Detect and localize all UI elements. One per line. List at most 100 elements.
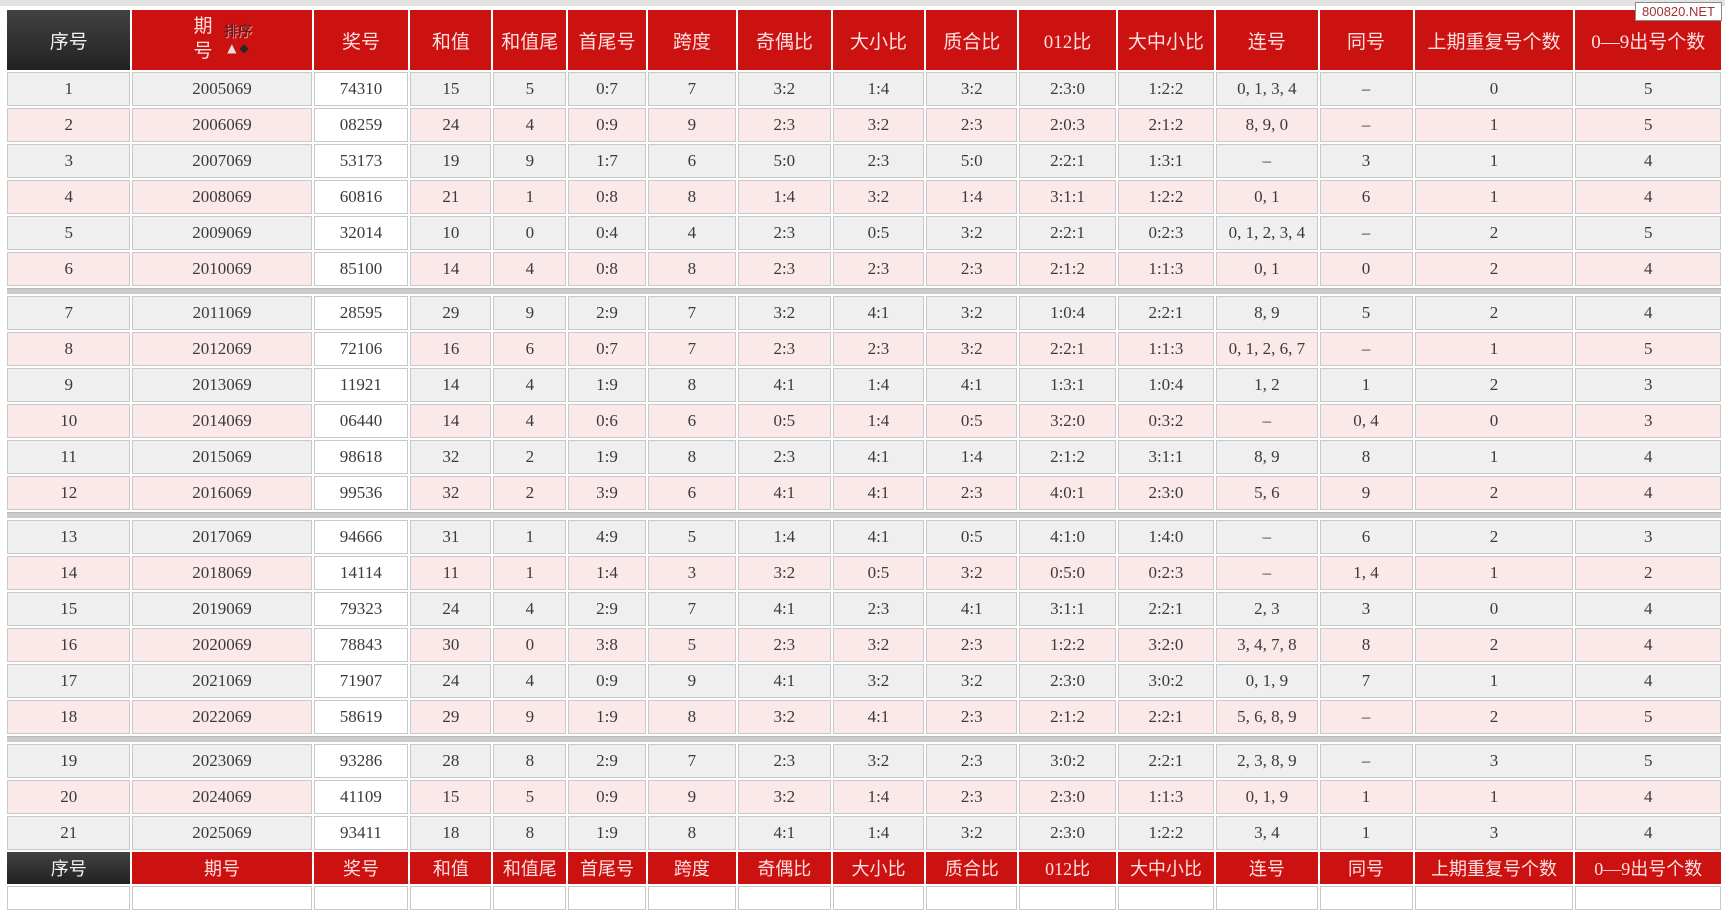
partial-row-cell [1575, 886, 1721, 910]
cell-lianhao: 8, 9 [1216, 440, 1318, 474]
watermark-link[interactable]: 800820.NET [1635, 2, 1722, 21]
cell-hezhi: 31 [410, 520, 492, 554]
cell-hezhi: 11 [410, 556, 492, 590]
cell-daxiaobi: 2:3 [832, 592, 925, 626]
cell-jianghao: 58619 [313, 700, 409, 734]
cell-shouweihao: 1:9 [568, 368, 646, 402]
cell-hezhi: 16 [410, 332, 492, 366]
cell-hezhiwei: 2 [493, 440, 567, 474]
cell-kuadu: 8 [647, 180, 736, 214]
cell-lingyaoerbi: 2:3:0 [1019, 780, 1116, 814]
cell-jianghao: 32014 [313, 216, 409, 250]
table-row: 18 2022069 58619 29 9 1:9 8 3:2 4:1 2:3 2:1:2 2:2:1… [7, 700, 1721, 734]
cell-jianghao: 72106 [313, 332, 409, 366]
cell-lingyaoerbi: 2:2:1 [1019, 216, 1116, 250]
partial-row [7, 886, 1721, 910]
footer-header-qihao: 期号 [132, 852, 312, 884]
cell-chuhaogeshu: 4 [1575, 628, 1721, 662]
cell-daxiaobi: 2:3 [832, 332, 925, 366]
cell-daxiaobi: 0:5 [832, 216, 925, 250]
cell-kuadu: 6 [647, 404, 736, 438]
cell-dazhongxiaobi: 1:1:3 [1117, 332, 1215, 366]
cell-jianghao: 94666 [313, 520, 409, 554]
table-row: 12 2016069 99536 32 2 3:9 6 4:1 4:1 2:3 4:0:1 2:3:0… [7, 476, 1721, 510]
cell-shouweihao: 0:8 [568, 180, 646, 214]
cell-kuadu: 6 [647, 144, 736, 178]
cell-dazhongxiaobi: 1:3:1 [1117, 144, 1215, 178]
cell-shangqichongfu: 2 [1414, 520, 1574, 554]
header-row: 序号 期号 排序 ▲ ◆ 奖号 和值 和值尾 首尾号 跨度 奇偶比 大小比 质合比 012比 大中小比 连号同… [7, 10, 1721, 70]
cell-lingyaoerbi: 3:1:1 [1019, 592, 1116, 626]
cell-shouweihao: 2:9 [568, 296, 646, 330]
cell-hezhi: 18 [410, 816, 492, 850]
cell-hezhi: 14 [410, 404, 492, 438]
footer-header-dazhongxiaobi: 大中小比 [1117, 852, 1215, 884]
cell-zhihebi: 3:2 [926, 664, 1018, 698]
cell-tonghao: 5 [1319, 296, 1413, 330]
col-header-qihao: 期号 排序 ▲ ◆ [132, 10, 312, 70]
cell-kuadu: 9 [647, 664, 736, 698]
cell-xuhao: 11 [7, 440, 131, 474]
footer-header-jianghao: 奖号 [313, 852, 409, 884]
cell-tonghao: – [1319, 332, 1413, 366]
table-row: 15 2019069 79323 24 4 2:9 7 4:1 2:3 4:1 3:1:1 2:2:1… [7, 592, 1721, 626]
cell-dazhongxiaobi: 2:1:2 [1117, 108, 1215, 142]
sort-control[interactable]: 排序 ▲ ◆ [223, 25, 252, 55]
cell-qihao: 2014069 [132, 404, 312, 438]
cell-hezhiwei: 8 [493, 744, 567, 778]
sort-desc-icon[interactable]: ◆ [239, 41, 249, 55]
cell-chuhaogeshu: 4 [1575, 440, 1721, 474]
col-header-zhihebi: 质合比 [926, 10, 1018, 70]
sort-arrows[interactable]: ▲ ◆ [227, 42, 248, 54]
cell-kuadu: 5 [647, 628, 736, 662]
cell-daxiaobi: 3:2 [832, 108, 925, 142]
cell-jioubi: 4:1 [737, 664, 831, 698]
cell-daxiaobi: 0:5 [832, 556, 925, 590]
col-header-shouweihao: 首尾号 [568, 10, 646, 70]
cell-daxiaobi: 4:1 [832, 440, 925, 474]
cell-zhihebi: 2:3 [926, 780, 1018, 814]
cell-shangqichongfu: 0 [1414, 72, 1574, 106]
cell-zhihebi: 1:4 [926, 440, 1018, 474]
footer-header-shangqichongfu: 上期重复号个数 [1414, 852, 1574, 884]
cell-jioubi: 1:4 [737, 180, 831, 214]
group-divider-band [7, 512, 1721, 518]
col-header-lingyaoerbi: 012比 [1019, 10, 1116, 70]
cell-jianghao: 41109 [313, 780, 409, 814]
cell-xuhao: 14 [7, 556, 131, 590]
group-divider-band [7, 288, 1721, 294]
cell-hezhi: 29 [410, 700, 492, 734]
col-header-tonghao: 同号 [1319, 10, 1413, 70]
cell-chuhaogeshu: 5 [1575, 72, 1721, 106]
table-row: 16 2020069 78843 30 0 3:8 5 2:3 3:2 2:3 1:2:2 3:2:0… [7, 628, 1721, 662]
cell-chuhaogeshu: 4 [1575, 476, 1721, 510]
cell-tonghao: 0, 4 [1319, 404, 1413, 438]
sort-asc-icon[interactable]: ▲ [227, 41, 237, 55]
cell-zhihebi: 0:5 [926, 404, 1018, 438]
cell-tonghao: 9 [1319, 476, 1413, 510]
table-row: 10 2014069 06440 14 4 0:6 6 0:5 1:4 0:5 3:2:0 0:3:2… [7, 404, 1721, 438]
qihao-header-wrap: 期号 排序 ▲ ◆ [132, 15, 311, 64]
table-row: 7 2011069 28595 29 9 2:9 7 3:2 4:1 3:2 1:0:4 2:2:1 8… [7, 296, 1721, 330]
cell-shangqichongfu: 2 [1414, 216, 1574, 250]
cell-lingyaoerbi: 4:0:1 [1019, 476, 1116, 510]
sort-label[interactable]: 排序 [223, 25, 252, 40]
cell-kuadu: 4 [647, 216, 736, 250]
cell-jianghao: 71907 [313, 664, 409, 698]
cell-qihao: 2010069 [132, 252, 312, 286]
cell-jioubi: 0:5 [737, 404, 831, 438]
cell-tonghao: – [1319, 216, 1413, 250]
cell-lianhao: 5, 6, 8, 9 [1216, 700, 1318, 734]
group-divider [7, 512, 1721, 518]
table-row: 1 2005069 74310 15 5 0:7 7 3:2 1:4 3:2 2:3:0 1:2:2 0… [7, 72, 1721, 106]
cell-jianghao: 99536 [313, 476, 409, 510]
cell-dazhongxiaobi: 2:2:1 [1117, 296, 1215, 330]
footer-header-xuhao: 序号 [7, 852, 131, 884]
cell-lianhao: 0, 1, 9 [1216, 664, 1318, 698]
cell-qihao: 2012069 [132, 332, 312, 366]
cell-xuhao: 12 [7, 476, 131, 510]
cell-hezhiwei: 6 [493, 332, 567, 366]
cell-jioubi: 2:3 [737, 216, 831, 250]
cell-hezhiwei: 4 [493, 252, 567, 286]
cell-shouweihao: 0:7 [568, 72, 646, 106]
